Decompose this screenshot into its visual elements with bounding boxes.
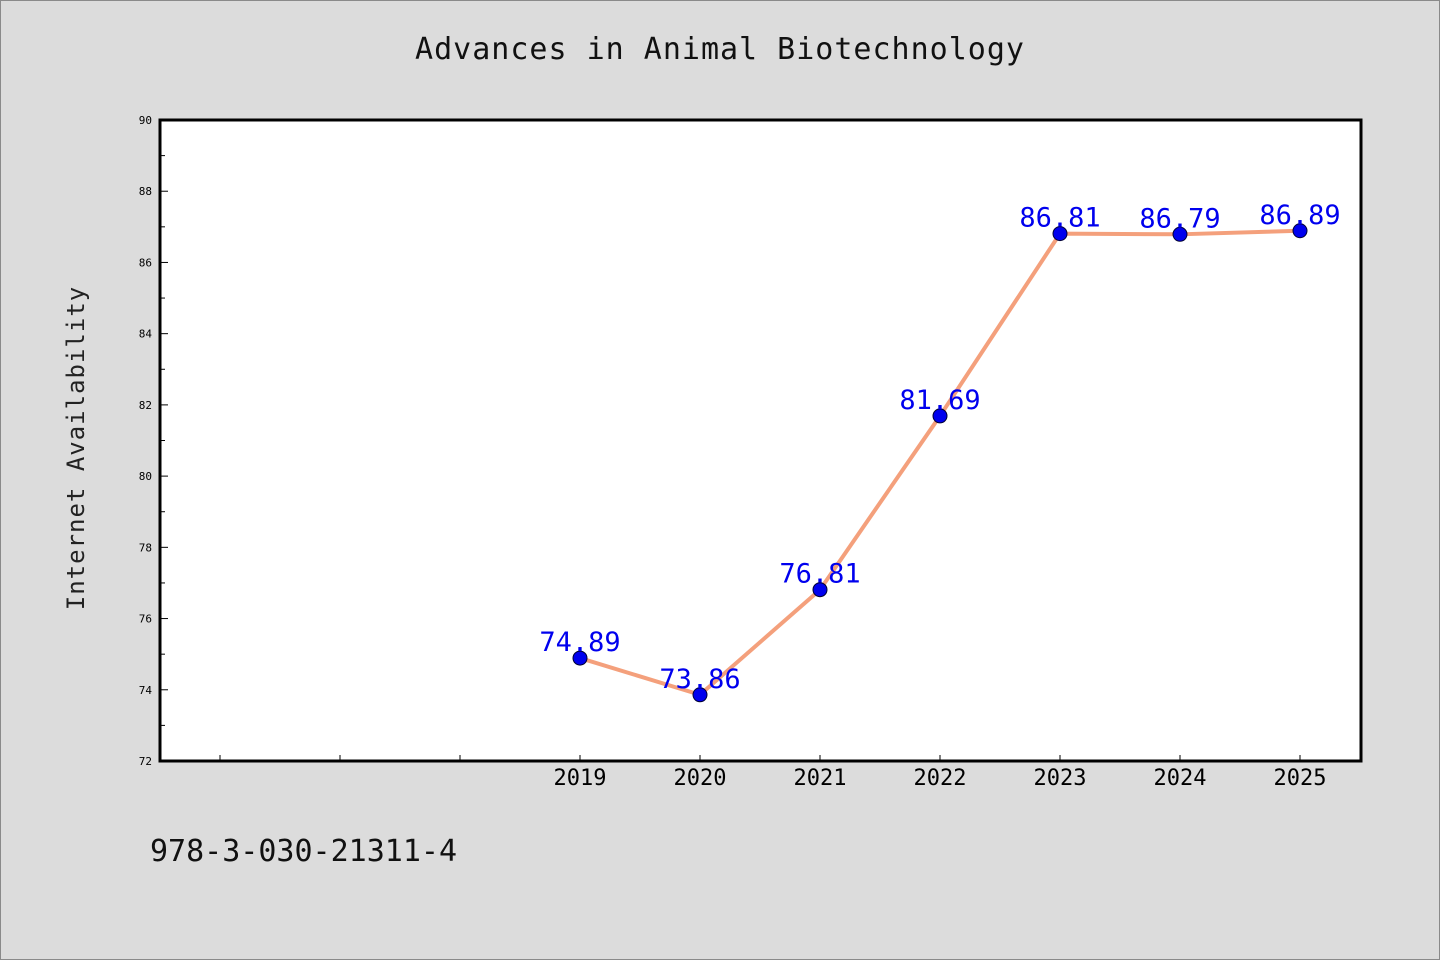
data-point	[1172, 226, 1188, 242]
data-label: 76.81	[779, 559, 860, 590]
data-point	[812, 582, 828, 598]
isbn-text: 978-3-030-21311-4	[150, 834, 458, 869]
x-tick-label: 2023	[1034, 766, 1087, 791]
data-label: 86.79	[1139, 203, 1220, 234]
data-label: 86.89	[1259, 200, 1340, 231]
series-group: 74.89 73.86 76.81 81.69 86.81 86.79 86.89	[539, 200, 1341, 703]
data-label: 81.69	[899, 385, 980, 416]
y-tick-label: 88	[139, 185, 152, 198]
y-tick-label: 74	[139, 684, 153, 697]
x-tick-label: 2020	[674, 766, 727, 791]
y-tick-label: 82	[139, 399, 152, 412]
y-tick-label: 78	[139, 541, 152, 554]
data-label: 74.89	[539, 627, 620, 658]
x-tick-label: 2022	[914, 766, 967, 791]
y-tick-label: 86	[139, 256, 152, 269]
data-point	[1052, 226, 1068, 242]
y-tick-label: 84	[139, 328, 153, 341]
x-tick-label: 2021	[794, 766, 847, 791]
data-point	[1292, 223, 1308, 239]
y-axis: 72 74 76 78 80 82 84 86 88 90	[139, 114, 168, 768]
x-axis: 2019 2020 2021 2022 2023 2024 2025	[219, 755, 1327, 791]
chart-title: Advances in Animal Biotechnology	[415, 32, 1025, 67]
y-tick-label: 80	[139, 470, 152, 483]
data-point	[572, 650, 588, 666]
data-label: 73.86	[659, 664, 740, 695]
x-tick-label: 2024	[1154, 766, 1207, 791]
y-tick-label: 90	[139, 114, 152, 127]
y-tick-label: 72	[139, 755, 152, 768]
data-point	[932, 408, 948, 424]
x-tick-label: 2019	[554, 766, 607, 791]
y-tick-label: 76	[139, 613, 152, 626]
data-label: 86.81	[1019, 203, 1100, 234]
data-point	[692, 687, 708, 703]
plot-area	[158, 118, 1363, 763]
x-tick-label: 2025	[1274, 766, 1327, 791]
